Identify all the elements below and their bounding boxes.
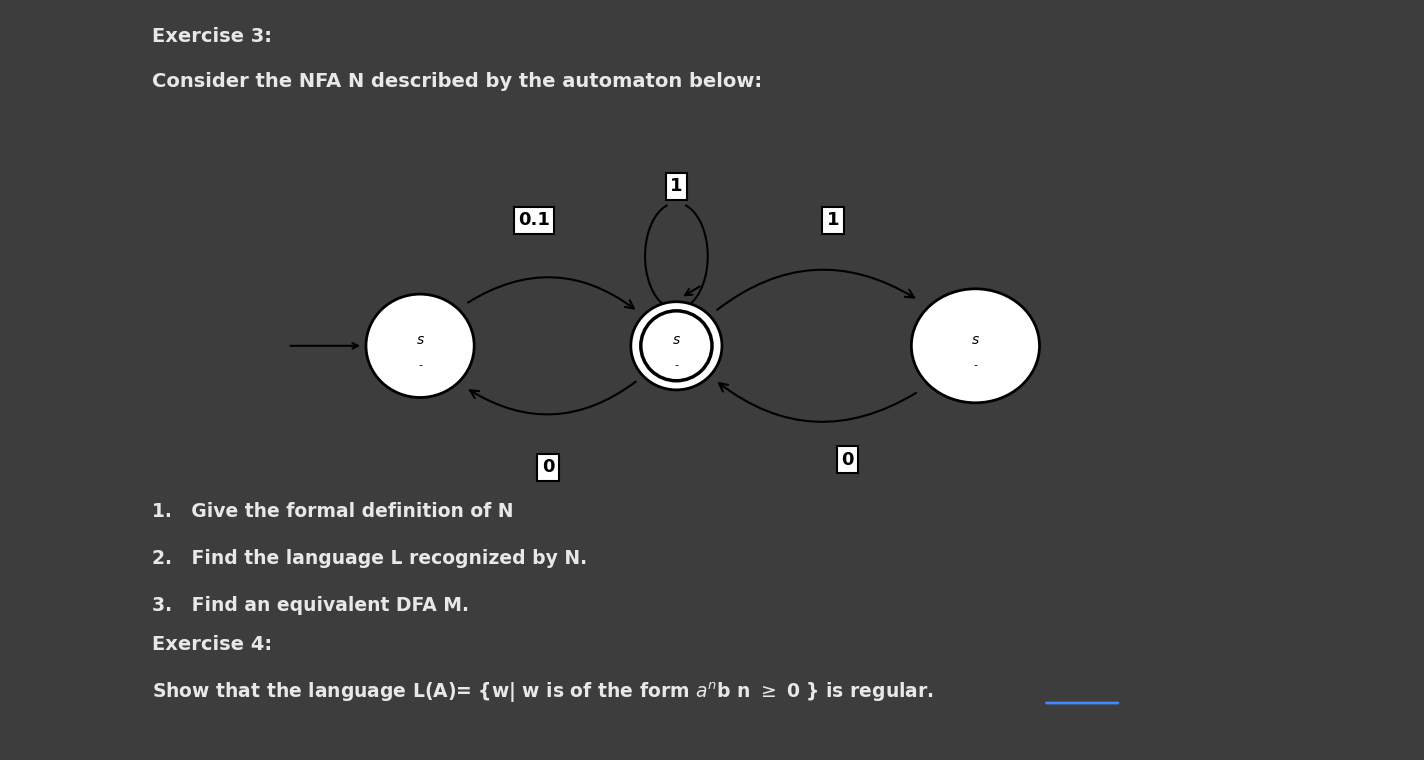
Text: s: s <box>971 333 980 347</box>
Text: 0.1: 0.1 <box>518 211 550 230</box>
Ellipse shape <box>911 289 1040 403</box>
Text: s: s <box>416 333 424 347</box>
Text: 1.   Give the formal definition of N: 1. Give the formal definition of N <box>152 502 514 521</box>
Text: s: s <box>672 333 681 347</box>
Text: 0: 0 <box>842 451 853 469</box>
Text: 0: 0 <box>543 458 554 477</box>
Text: 2.   Find the language L recognized by N.: 2. Find the language L recognized by N. <box>152 549 588 568</box>
Text: 1: 1 <box>671 177 682 195</box>
Ellipse shape <box>631 302 722 390</box>
Text: Exercise 4:: Exercise 4: <box>152 635 272 654</box>
Text: -: - <box>419 359 422 370</box>
Text: 3.   Find an equivalent DFA M.: 3. Find an equivalent DFA M. <box>152 596 470 615</box>
Text: Show that the language L(A)= {w| w is of the form $a^n$b n $\geq$ 0 } is regular: Show that the language L(A)= {w| w is of… <box>152 680 934 705</box>
Text: 1: 1 <box>827 211 839 230</box>
Text: Exercise 3:: Exercise 3: <box>152 27 272 46</box>
Text: Consider the NFA N described by the automaton below:: Consider the NFA N described by the auto… <box>152 72 762 91</box>
Text: -: - <box>974 359 977 370</box>
Ellipse shape <box>366 294 474 397</box>
Text: -: - <box>675 359 678 370</box>
